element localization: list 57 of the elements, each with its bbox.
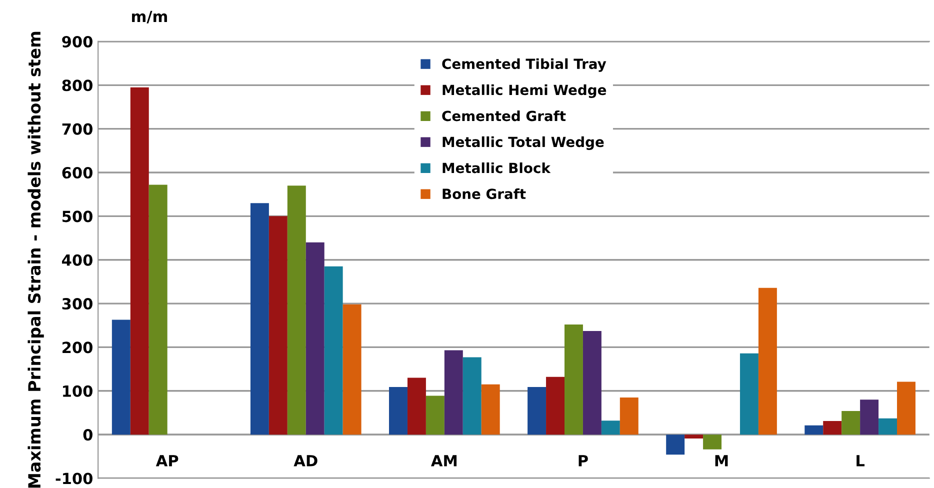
y-tick-label: 900 [62, 36, 92, 48]
x-tick-label: M [715, 455, 728, 466]
bar [804, 425, 824, 435]
legend-label: Cemented Tibial Tray [442, 58, 606, 72]
y-tick-label: 100 [63, 385, 92, 397]
y-tick-label: 400 [62, 254, 92, 266]
y-tick-label: 500 [62, 210, 92, 222]
bar [601, 420, 620, 435]
x-tick-label: P [578, 455, 588, 466]
bar [703, 434, 722, 450]
legend-label: Metallic Block [442, 162, 551, 174]
y-tick-label: 800 [62, 80, 92, 92]
bar [758, 288, 777, 435]
bar [287, 186, 306, 435]
y-tick-label: 700 [62, 123, 92, 135]
bar [620, 397, 638, 435]
y-tick-label: 200 [62, 342, 92, 354]
bar [268, 216, 288, 435]
bar [324, 266, 343, 435]
bar [250, 203, 269, 435]
bar [897, 382, 916, 435]
bar [462, 357, 482, 435]
bar [481, 384, 500, 435]
bar [860, 400, 879, 435]
y-tick-label: -100 [56, 472, 92, 484]
y-axis-title: Maximum Principal Strain - models without stem [28, 32, 44, 488]
x-tick-label: L [856, 455, 865, 466]
bar [112, 320, 130, 435]
bar [546, 376, 564, 435]
bar [407, 378, 426, 435]
y-tick-label: 600 [62, 166, 92, 179]
bar [564, 324, 583, 435]
bar [823, 421, 842, 435]
x-tick-label: AD [294, 455, 318, 466]
y-tick-label: 300 [62, 298, 92, 310]
bar [528, 386, 546, 435]
bar [444, 350, 463, 435]
bar [130, 87, 149, 435]
legend-label: Cemented Graft [442, 110, 566, 122]
bar [684, 434, 704, 438]
bar [878, 418, 898, 435]
bar [148, 184, 168, 435]
text: m/m [132, 10, 167, 24]
bar [582, 331, 602, 435]
bar [740, 353, 758, 435]
bar [666, 434, 685, 455]
bar [306, 242, 324, 435]
legend-label: Metallic Total Wedge [442, 136, 604, 150]
legend-label: Metallic Hemi Wedge [442, 84, 606, 98]
x-tick-label: AM [430, 455, 457, 466]
bar [389, 386, 408, 435]
legend-label: Bone Graft [442, 188, 526, 200]
x-tick-label: AP [156, 455, 178, 466]
bar [842, 410, 860, 435]
bar [426, 396, 444, 435]
y-tick-label: 0 [83, 429, 92, 441]
bar [342, 304, 362, 435]
